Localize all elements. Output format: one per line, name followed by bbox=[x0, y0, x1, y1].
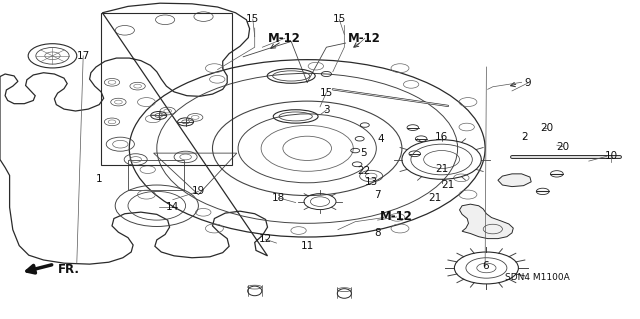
Text: 3: 3 bbox=[323, 105, 330, 115]
Text: 11: 11 bbox=[301, 241, 314, 251]
Text: 20: 20 bbox=[541, 122, 554, 133]
Text: 16: 16 bbox=[435, 132, 448, 142]
Text: FR.: FR. bbox=[58, 263, 80, 276]
Text: 5: 5 bbox=[360, 148, 367, 158]
Text: 21: 21 bbox=[442, 180, 454, 190]
Bar bbox=[101, 13, 232, 165]
Text: 10: 10 bbox=[605, 151, 618, 161]
Text: 21: 21 bbox=[429, 193, 442, 203]
Text: 18: 18 bbox=[272, 193, 285, 203]
Text: M-12: M-12 bbox=[348, 32, 381, 45]
Text: 4: 4 bbox=[378, 134, 384, 144]
Text: 9: 9 bbox=[525, 78, 531, 88]
Text: 17: 17 bbox=[77, 51, 90, 61]
Text: 2: 2 bbox=[522, 132, 528, 142]
Text: 8: 8 bbox=[374, 228, 381, 238]
Bar bbox=[128, 160, 184, 190]
Text: 6: 6 bbox=[482, 261, 488, 271]
Text: 14: 14 bbox=[166, 202, 179, 212]
Text: 15: 15 bbox=[320, 87, 333, 98]
Text: 12: 12 bbox=[259, 234, 272, 244]
Text: SDN4 M1100A: SDN4 M1100A bbox=[505, 273, 570, 282]
Text: 21: 21 bbox=[435, 164, 448, 174]
Text: 15: 15 bbox=[246, 14, 259, 24]
Text: 19: 19 bbox=[192, 186, 205, 197]
Text: M-12: M-12 bbox=[268, 32, 301, 45]
Text: 7: 7 bbox=[374, 189, 381, 200]
Text: M-12: M-12 bbox=[380, 211, 413, 223]
Text: 1: 1 bbox=[96, 174, 102, 184]
Polygon shape bbox=[498, 174, 531, 187]
Text: 22: 22 bbox=[357, 166, 370, 176]
Polygon shape bbox=[460, 204, 513, 239]
Text: 15: 15 bbox=[333, 14, 346, 24]
Text: 13: 13 bbox=[365, 177, 378, 187]
Text: 20: 20 bbox=[557, 142, 570, 152]
